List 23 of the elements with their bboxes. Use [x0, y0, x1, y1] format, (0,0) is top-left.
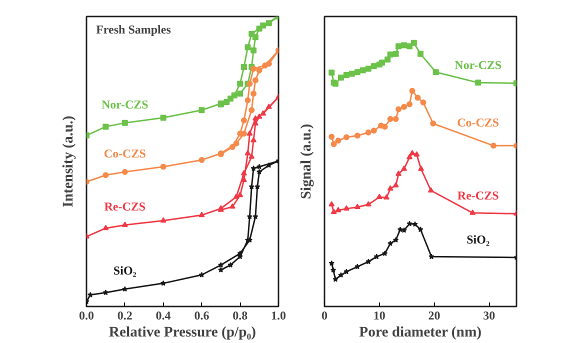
x-tick-label: 0.8	[232, 308, 248, 322]
series-label: Co-CZS	[457, 116, 500, 130]
series-label: Re-CZS	[104, 199, 146, 214]
x-tick-label: 20	[428, 308, 440, 322]
series-label: SiO₂	[113, 264, 137, 278]
x-tick-label: 0	[322, 308, 328, 322]
x-tick-label: 0.4	[156, 308, 171, 322]
x-tick-label: 0.2	[117, 308, 132, 322]
series-label: Co-CZS	[104, 146, 146, 160]
x-axis-title: Pore diameter (nm)	[359, 324, 482, 340]
text: Fresh Samples	[96, 22, 172, 36]
y-axis-title: Intensity (a.u.)	[60, 116, 76, 208]
x-tick-label: 0.6	[194, 308, 210, 322]
x-tick-label: 30	[483, 308, 496, 322]
x-tick-label: 10	[373, 308, 386, 322]
x-tick-label: 1.0	[271, 308, 286, 322]
x-tick-label: 0.0	[79, 308, 94, 322]
series-label: Nor-CZS	[101, 97, 149, 112]
x-axis-title: Relative Pressure (p/p₀)	[108, 324, 256, 340]
series-label: Re-CZS	[457, 188, 500, 202]
series-label: Nor-CZS	[454, 58, 502, 72]
series-label: SiO₂	[466, 232, 490, 247]
y-axis-title: Signal (a.u.)	[298, 124, 314, 200]
